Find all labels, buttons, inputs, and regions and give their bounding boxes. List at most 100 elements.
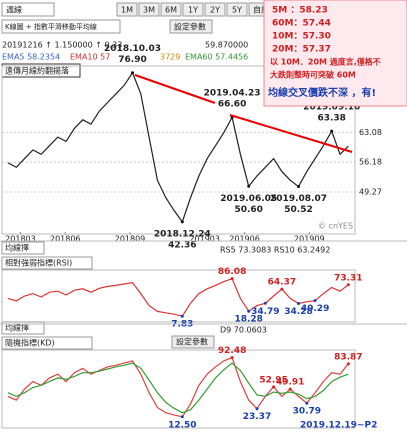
plot-frame (1, 65, 356, 235)
readout: D9 70.0603 (220, 326, 267, 335)
range-button[interactable] (138, 2, 160, 17)
ema: EMA5 58.2354 (2, 53, 60, 62)
point (330, 129, 334, 133)
note: 60M：57.44 (272, 19, 331, 29)
point-label: 42.36 (168, 240, 196, 250)
point-label: 50.52 (284, 205, 312, 215)
range-button[interactable] (226, 2, 248, 17)
period-select[interactable] (1, 2, 55, 17)
point-label: 34.28 (284, 307, 312, 317)
settings: 設定參數 (176, 337, 208, 347)
settings: 設定參數 (174, 22, 206, 32)
point (230, 277, 234, 281)
note: 20M：57.37 (272, 45, 331, 55)
series-line (7, 362, 349, 414)
point-label: 34.79 (251, 307, 279, 317)
x-tick-label: 201909 (294, 235, 325, 244)
point-label: 18.28 (234, 315, 262, 325)
range: 3M (143, 6, 155, 15)
point-label: 52.95 (259, 375, 287, 385)
plot-frame (1, 349, 356, 429)
y-tick-label: 56.18 (359, 158, 382, 167)
point (346, 362, 350, 366)
point (346, 283, 350, 287)
point-date: 2018.12.24 (154, 229, 211, 239)
series-line (7, 356, 349, 418)
point (297, 185, 300, 189)
point (305, 401, 309, 405)
point-label: 40.29 (301, 304, 329, 314)
period-select[interactable] (1, 321, 45, 335)
ema: EMA60 57.4456 (185, 53, 248, 62)
point-label: 23.37 (243, 412, 271, 422)
point (263, 301, 267, 305)
point (313, 299, 317, 303)
point (180, 220, 184, 224)
note: 均線交叉價跌不深 ，有! (268, 86, 376, 99)
series-line (7, 71, 349, 224)
point-date: 2019.04.23 (204, 89, 261, 99)
y-tick-label: 49.27 (359, 187, 382, 196)
point-date: 2018.10.03 (104, 44, 161, 54)
settings-button[interactable] (169, 19, 213, 34)
x-tick-label: 201906 (229, 235, 260, 244)
point (297, 302, 300, 306)
point-label: 86.08 (218, 267, 246, 277)
trend-line (134, 74, 216, 104)
point-date: 2019.09.16 (303, 103, 360, 113)
point (230, 356, 234, 360)
indicator: 相對強弱指標(RSI) (5, 258, 72, 268)
range: 1M (121, 6, 133, 15)
range-button[interactable] (160, 2, 182, 17)
watermark: © cnYES (318, 222, 353, 231)
point-label: 83.87 (334, 352, 362, 362)
point-label: 12.50 (168, 420, 196, 430)
x-tick-label: 201806 (50, 235, 81, 244)
point-label: 64.37 (268, 278, 296, 288)
note-box (263, 0, 407, 107)
point-date: 2019.06.05 (220, 194, 277, 204)
note: 以 10M．20M 過度言,僅格不 (270, 57, 381, 67)
point-label: 49.91 (276, 378, 304, 388)
point-label: 63.38 (317, 114, 345, 124)
range: 6M (165, 6, 177, 15)
range: 2Y (210, 6, 220, 15)
point (247, 309, 251, 313)
settings-button[interactable] (171, 335, 215, 349)
period: 週線 (6, 5, 22, 15)
indicator-select[interactable] (1, 256, 93, 270)
point (247, 184, 251, 188)
trend-line (229, 114, 353, 153)
indicator-select[interactable] (1, 19, 121, 34)
period-select[interactable] (1, 241, 45, 255)
point-label: 7.83 (171, 320, 193, 330)
point-label: 73.31 (334, 273, 362, 283)
indicator: 隨機指標(KD) (5, 338, 55, 348)
point (131, 71, 134, 75)
point (280, 287, 284, 291)
x-tick-label: 201809 (115, 235, 146, 244)
ema: EMA10 57 (70, 53, 110, 62)
x-tick-label: 201803 (5, 235, 36, 244)
point (255, 407, 259, 411)
point (288, 387, 292, 391)
range-button[interactable] (116, 2, 138, 17)
point-label: 30.79 (293, 407, 321, 417)
note: 大跌則整時可突破 60M (270, 70, 356, 80)
point (180, 415, 184, 419)
point-label: 76.90 (118, 55, 146, 65)
note: 5M ：58.23 (272, 6, 328, 16)
range-button[interactable] (182, 2, 204, 17)
note: 10M：57.30 (272, 32, 331, 42)
info: 59.870000 (205, 41, 248, 50)
point-label: 50.60 (234, 205, 262, 215)
period: 均線擇 (5, 323, 29, 333)
indicator-select[interactable] (1, 336, 93, 350)
point-label: 66.60 (218, 100, 246, 110)
y-tick-label: 63.08 (359, 128, 382, 137)
plot-frame (1, 269, 356, 323)
range-button[interactable] (204, 2, 226, 17)
ema: 3729 (160, 53, 180, 62)
indicator: K線圖 + 指數平滑移動平均線 (5, 22, 97, 31)
